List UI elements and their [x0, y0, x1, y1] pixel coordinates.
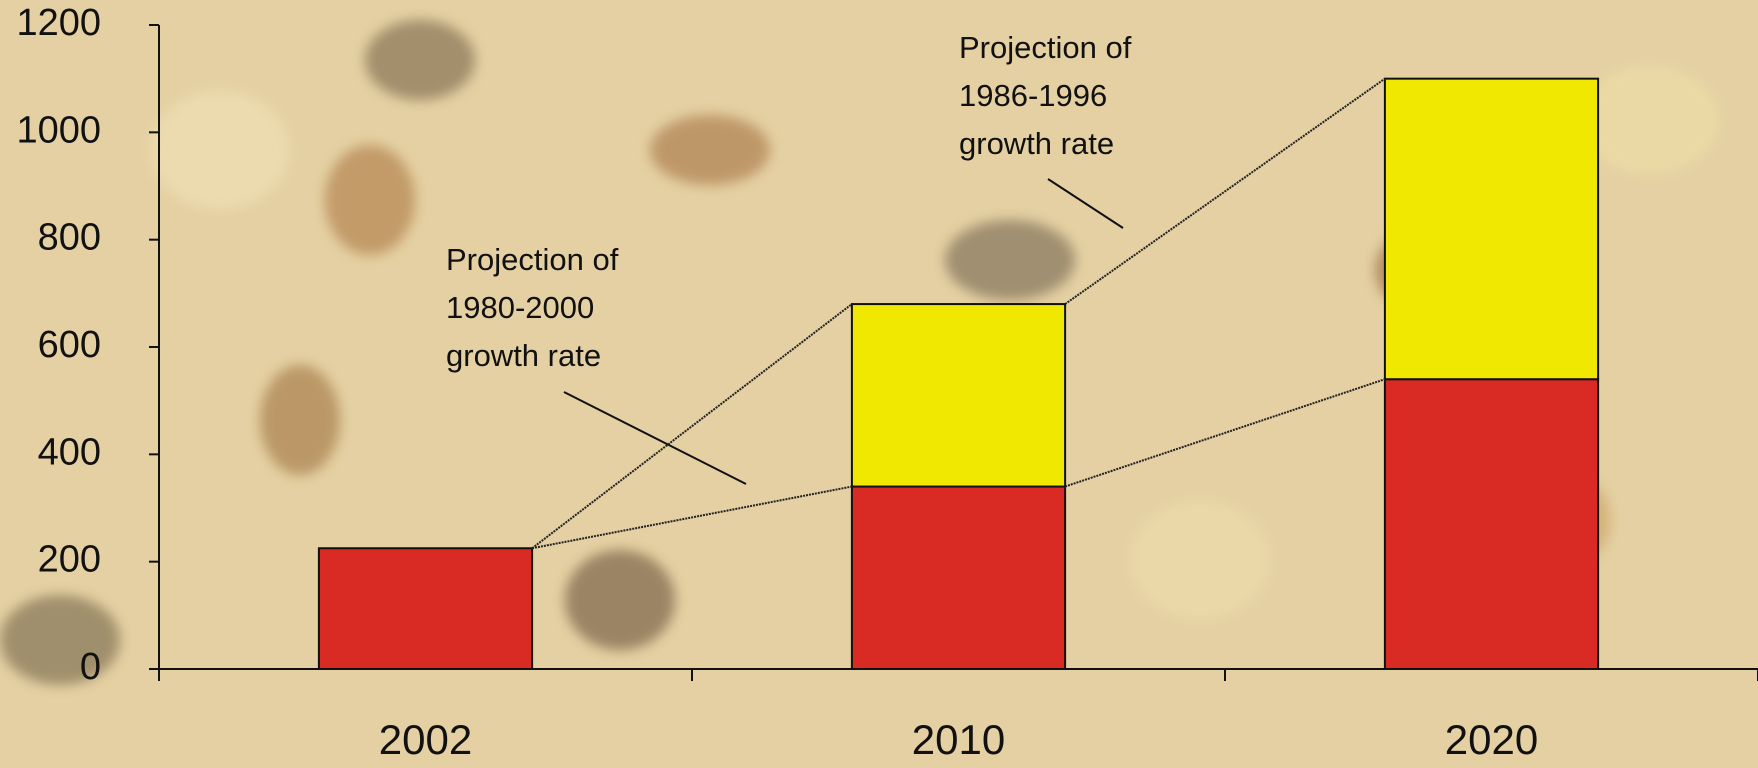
projection-line: [531, 303, 853, 550]
y-tick-label: 0: [80, 646, 101, 688]
bar-segment: [1383, 378, 1600, 670]
annotation-text: 1980-2000: [446, 290, 594, 325]
bar-segment: [1383, 77, 1600, 381]
annotation-text: Projection of: [446, 242, 619, 277]
annotation-text: growth rate: [959, 126, 1114, 161]
stone: [260, 365, 340, 475]
y-tick-label: 200: [38, 539, 101, 581]
stone: [1130, 500, 1270, 620]
projection-line: [1064, 378, 1386, 488]
x-tick-label: 2010: [912, 716, 1005, 763]
projection-line: [531, 485, 853, 550]
projection-line: [1064, 77, 1386, 305]
stone: [0, 595, 120, 685]
annotation-pointer: [563, 391, 747, 485]
stone: [150, 90, 290, 210]
annotation-text: 1986-1996: [959, 78, 1107, 113]
stone: [1580, 65, 1720, 175]
bar-segment: [850, 485, 1067, 670]
bar-segment: [850, 303, 1067, 488]
stone: [365, 20, 475, 100]
y-tick-label: 1000: [16, 109, 101, 151]
annotation: Projection of 1980-2000 growth rate: [446, 242, 747, 485]
stone: [565, 550, 675, 650]
y-tick-label: 600: [38, 324, 101, 366]
stone: [325, 145, 415, 255]
x-tick-label: 2020: [1445, 716, 1538, 763]
y-tick-label: 400: [38, 431, 101, 473]
annotation-text: growth rate: [446, 338, 601, 373]
y-tick-label: 1200: [16, 2, 101, 44]
x-tick-label: 2002: [379, 716, 472, 763]
bar-segment: [317, 547, 534, 670]
annotation-text: Projection of: [959, 30, 1132, 65]
stone: [650, 115, 770, 185]
annotation-pointer: [1047, 178, 1124, 229]
y-tick-label: 800: [38, 217, 101, 259]
annotation: Projection of 1986-1996 growth rate: [959, 30, 1132, 229]
stone: [945, 220, 1075, 300]
